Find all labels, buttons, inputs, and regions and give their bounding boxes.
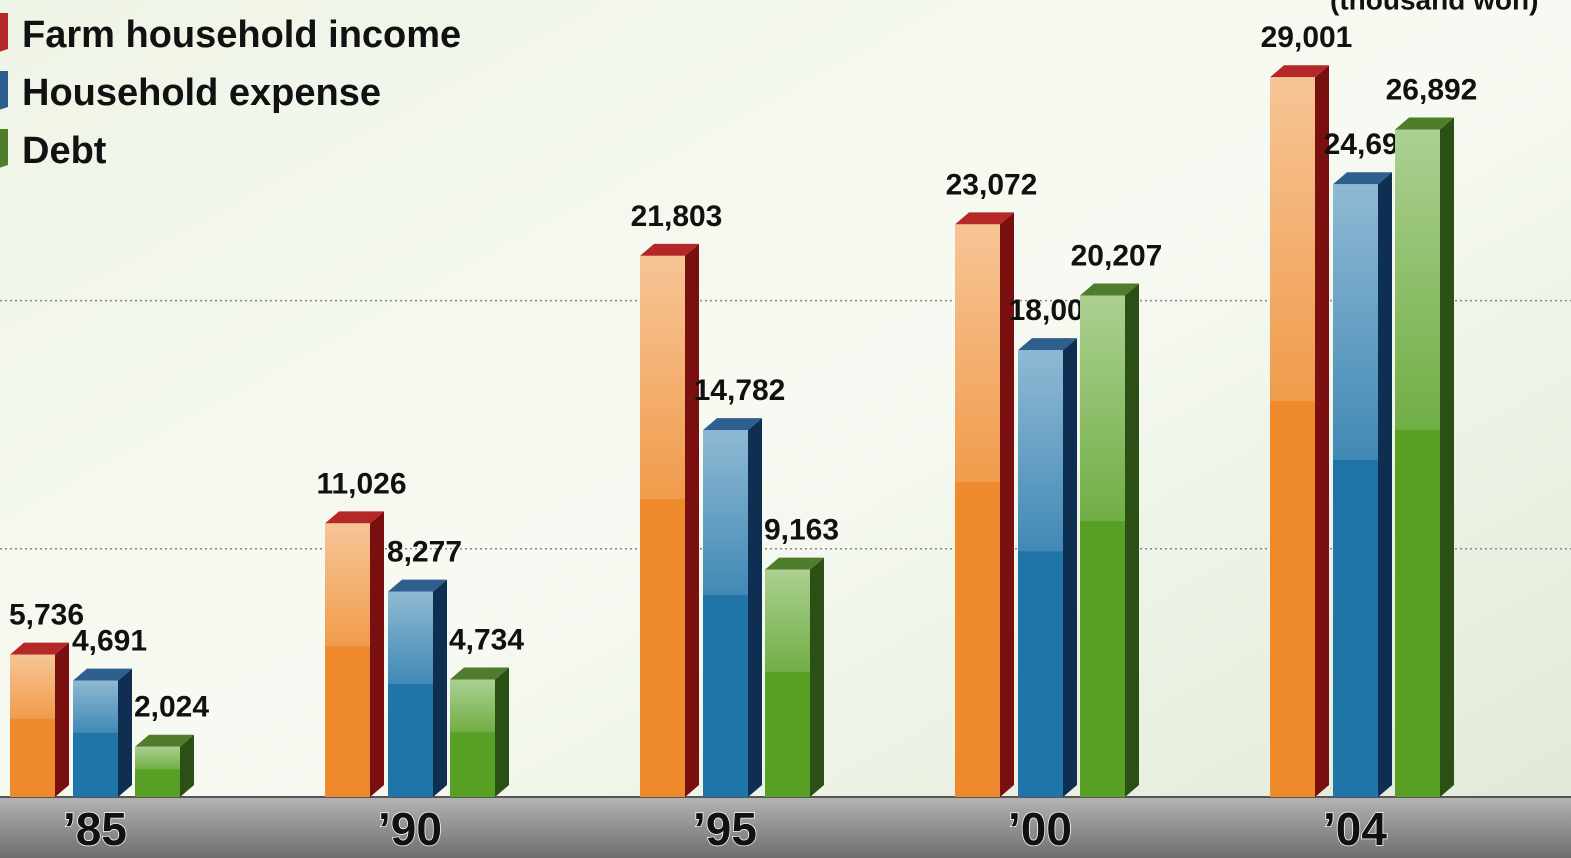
- bar-side: [180, 734, 194, 797]
- bar-shine: [1018, 350, 1063, 552]
- value-label: 2,024: [134, 691, 209, 724]
- bar-top: [703, 418, 762, 431]
- bar-top: [1080, 283, 1139, 296]
- legend-swatch: [0, 129, 8, 168]
- bar: [1333, 172, 1392, 798]
- bar: [73, 668, 132, 797]
- bar-top: [1395, 117, 1454, 130]
- bar: [1395, 117, 1454, 797]
- bar-shine: [388, 591, 433, 685]
- bar: [765, 557, 824, 797]
- bar-top: [640, 243, 699, 256]
- bar: [450, 667, 509, 797]
- value-label: 20,207: [1071, 239, 1163, 272]
- value-label: 26,892: [1386, 73, 1478, 106]
- bar-top: [388, 579, 447, 592]
- bar-shine: [1333, 184, 1378, 460]
- bar: [640, 243, 699, 797]
- x-tick-label: ’90: [378, 803, 442, 855]
- value-label: 14,782: [694, 374, 786, 407]
- bar-shine: [640, 255, 685, 500]
- bar-side: [685, 243, 699, 797]
- value-label: 4,691: [72, 624, 147, 657]
- bar: [325, 511, 384, 797]
- bar: [703, 418, 762, 797]
- value-label: 23,072: [946, 168, 1038, 201]
- bar-top: [135, 734, 194, 747]
- value-label: 5,736: [9, 599, 84, 632]
- bar-top: [955, 212, 1014, 225]
- bar-side: [1125, 283, 1139, 797]
- value-label: 4,734: [449, 623, 524, 656]
- bar-top: [73, 668, 132, 681]
- bar-top: [450, 667, 509, 680]
- bar: [1270, 65, 1329, 797]
- x-tick-label: ’00: [1008, 803, 1072, 855]
- bar-shine: [1395, 129, 1440, 430]
- value-label: 11,026: [316, 467, 406, 500]
- bar-shine: [450, 679, 495, 733]
- bar: [135, 734, 194, 797]
- x-tick-label: ’95: [693, 803, 757, 855]
- legend-swatch: [0, 13, 8, 52]
- bar-top: [1018, 338, 1077, 351]
- value-label: 8,277: [387, 535, 462, 568]
- bar-shine: [703, 430, 748, 596]
- unit-label: (thousand won): [1330, 0, 1538, 15]
- legend-label: Farm household income: [22, 14, 461, 56]
- bar-side: [748, 418, 762, 797]
- bar-side: [118, 668, 132, 797]
- bar-side: [1000, 212, 1014, 797]
- value-label: 9,163: [764, 513, 839, 546]
- bar-side: [55, 642, 69, 797]
- bar: [10, 642, 69, 797]
- bar-side: [1315, 65, 1329, 797]
- bar-shine: [765, 569, 810, 672]
- bar-side: [1440, 117, 1454, 797]
- bar: [1080, 283, 1139, 797]
- bar-top: [10, 642, 69, 655]
- bar: [388, 579, 447, 797]
- bar-side: [1063, 338, 1077, 797]
- floor: [0, 797, 1571, 858]
- legend-label: Household expense: [22, 72, 381, 114]
- bar: [955, 212, 1014, 797]
- bar-shine: [73, 680, 118, 733]
- bar-shine: [955, 224, 1000, 483]
- bar-side: [433, 579, 447, 797]
- bar-side: [810, 557, 824, 797]
- legend-label: Debt: [22, 130, 107, 172]
- bar-shine: [325, 523, 370, 647]
- bar-top: [325, 511, 384, 524]
- bar-side: [1378, 172, 1392, 798]
- value-label: 29,001: [1261, 21, 1353, 54]
- bar-top: [1333, 172, 1392, 185]
- bar-top: [1270, 65, 1329, 78]
- x-tick-label: ’04: [1323, 803, 1387, 855]
- bar-shine: [1270, 77, 1315, 402]
- bar-shine: [135, 746, 180, 770]
- bar-shine: [10, 654, 55, 719]
- legend-swatch: [0, 71, 8, 110]
- x-tick-label: ’85: [63, 803, 127, 855]
- bar-side: [370, 511, 384, 797]
- bar: [1018, 338, 1077, 797]
- value-label: 21,803: [631, 200, 723, 233]
- bar-top: [765, 557, 824, 570]
- bar-side: [495, 667, 509, 797]
- bar-shine: [1080, 295, 1125, 522]
